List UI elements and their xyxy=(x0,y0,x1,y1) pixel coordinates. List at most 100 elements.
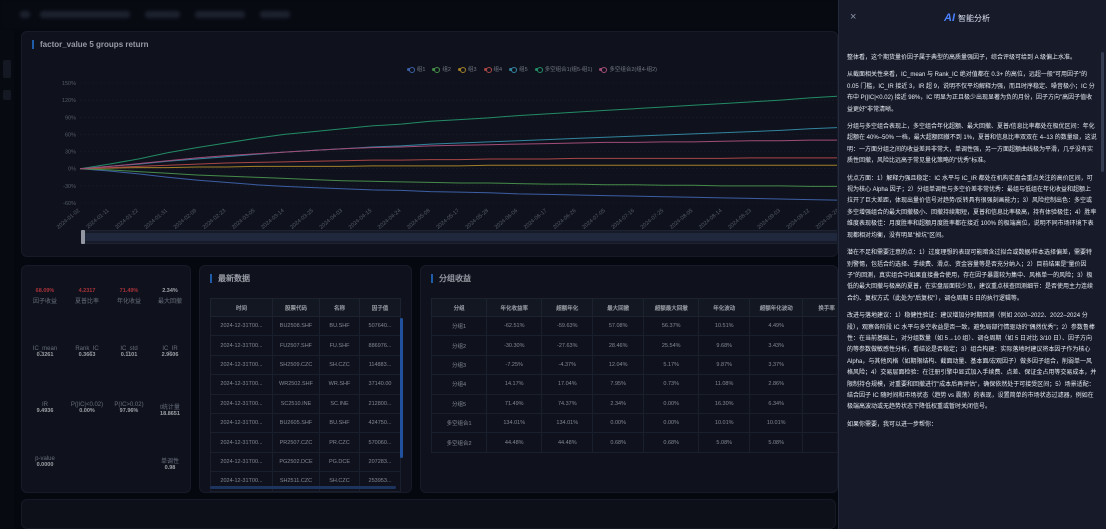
table-cell xyxy=(802,315,837,337)
column-header[interactable]: 年化收益率 xyxy=(486,298,543,317)
metric-value: 0.3261 xyxy=(36,352,54,358)
panel-title: AI 智能分析 xyxy=(944,12,990,24)
y-tick-label: 120% xyxy=(62,98,76,104)
analysis-paragraph: 如果你需要，我可以进一步帮你： xyxy=(847,421,938,428)
table-cell: 0.73% xyxy=(643,374,700,395)
x-tick-label: 2024-01-31 xyxy=(143,208,168,231)
metric-value: 0.3663 xyxy=(78,352,96,358)
table-cell: PR2507.CZC xyxy=(272,432,320,453)
column-header[interactable]: 名称 xyxy=(319,298,360,317)
zoom-slider-handle-left[interactable] xyxy=(81,230,85,244)
analysis-paragraph: 潜在不足和需要注意的点：1）过度理想的表现可能暗含过拟合或数据/样本选择偏差，需… xyxy=(847,250,1094,302)
table-row[interactable]: 2024-12-31T00... BU2605.SHF BU.SHF 424750..… xyxy=(210,412,401,434)
x-tick-label: 2024-06-26 xyxy=(552,208,577,231)
column-header[interactable]: 年化波动 xyxy=(698,298,751,317)
table-cell: 212800... xyxy=(359,393,401,414)
table-row[interactable]: 2024-12-31T00... FU2507.SHF FU.SHF 886976..… xyxy=(210,335,401,356)
latest-table-scrollbar[interactable] xyxy=(400,318,403,458)
series-line-4[interactable] xyxy=(79,157,838,170)
metric-item: IC_mean 0.3261 xyxy=(25,344,65,358)
table-cell: FU2507.SHF xyxy=(272,335,320,356)
table-cell: 12.04% xyxy=(592,354,645,376)
x-tick-label: 2024-06-06 xyxy=(494,208,519,231)
table-cell: 6.34% xyxy=(749,393,804,414)
legend-item-2[interactable]: 组2 xyxy=(432,65,451,73)
table-row[interactable]: 多空组合2 44.48% 44.48% 0.68% 0.68% 5.08% 5.08% xyxy=(430,432,837,453)
table-cell: 44.48% xyxy=(541,432,594,453)
column-header[interactable]: 换手率 xyxy=(802,298,837,317)
legend-item-7[interactable]: 多空组合2(组4-组2) xyxy=(599,65,657,73)
x-tick-label: 2024-03-25 xyxy=(289,208,314,231)
column-header[interactable]: 因子值 xyxy=(359,298,401,317)
table-row[interactable]: 分组4 14.17% 17.04% 7.95% 0.73% 11.08% 2.86% xyxy=(430,374,837,395)
series-line-6[interactable] xyxy=(79,95,838,170)
table-row[interactable]: 分组2 -30.30% -27.63% 28.46% 25.54% 9.68% 3.43% xyxy=(430,335,837,356)
table-cell: 71.49% xyxy=(486,393,543,414)
column-header[interactable]: 超额年化 xyxy=(541,298,594,317)
factor-return-chart-card: factor_value 5 groups return 组1 组2 组3 组4 组5 多… xyxy=(21,31,838,257)
panel-scrollbar[interactable] xyxy=(1101,52,1104,172)
metric-value: 68.09% xyxy=(35,288,55,294)
zoom-slider[interactable] xyxy=(81,230,837,244)
table-row[interactable]: 分组1 -62.51% -59.63% 57.08% 56.37% 10.51% 4.49% xyxy=(430,315,837,337)
x-tick-label: 2024-09-03 xyxy=(756,208,781,231)
column-header[interactable]: 超额年化波动 xyxy=(749,298,804,317)
analysis-content[interactable]: 整体看，这个期货量价因子属于典型的高质量强因子，综合评级可给到 A 级偏上水准。… xyxy=(847,53,1097,529)
table-cell: 507640... xyxy=(359,315,401,337)
column-header[interactable]: 分组 xyxy=(430,298,488,317)
legend-marker-icon xyxy=(483,66,492,73)
table-row[interactable]: 2024-12-31T00... BU2508.SHF BU.SHF 507640..… xyxy=(210,315,401,337)
table-row[interactable]: 2024-12-31T00... SC2510.INE SC.INE 212800..… xyxy=(210,393,401,414)
metric-value: 18.8651 xyxy=(160,411,180,417)
table-row[interactable]: 2024-12-31T00... PR2507.CZC PR.CZC 570060..… xyxy=(210,432,401,453)
table-cell: 7.95% xyxy=(592,374,645,395)
metric-item: P(|IC|<0.02) 0.00% xyxy=(67,400,107,414)
legend-label: 组4 xyxy=(493,67,503,73)
table-row[interactable]: 分组3 -7.25% -4.37% 12.04% 5.17% 9.87% 3.37% xyxy=(430,354,837,376)
table-row[interactable]: 2024-12-31T00... WR2502.SHF WR.SHF 37140.00 xyxy=(210,374,401,395)
close-icon[interactable]: × xyxy=(850,11,857,23)
table-row[interactable]: 多空组合1 134.01% 134.01% 0.00% 0.00% 10.01% 10.01… xyxy=(430,412,837,434)
column-header[interactable]: 超额最大回撤 xyxy=(643,298,700,317)
table-cell: 2024-12-31T00... xyxy=(210,412,273,434)
y-tick-label: 150% xyxy=(62,81,76,87)
legend-item-1[interactable]: 组1 xyxy=(406,65,425,73)
series-line-2[interactable] xyxy=(79,168,838,187)
table-cell: PR.CZC xyxy=(319,432,360,453)
table-cell: WR.SHF xyxy=(319,374,360,395)
latest-data-title: 最新数据 xyxy=(210,274,250,283)
legend-item-6[interactable]: 多空组合1(组5-组1) xyxy=(534,65,592,73)
table-cell: 多空组合2 xyxy=(430,432,488,453)
column-header[interactable]: 股票代码 xyxy=(272,298,320,317)
x-tick-label: 2024-07-05 xyxy=(581,208,606,231)
latest-table-hscroll[interactable] xyxy=(210,486,396,489)
legend-item-3[interactable]: 组3 xyxy=(457,65,477,73)
table-cell: 0.68% xyxy=(643,432,700,453)
table-cell: 424750... xyxy=(359,412,401,434)
column-header[interactable]: 最大回撤 xyxy=(592,298,645,317)
x-tick-label: 2024-05-17 xyxy=(435,208,460,231)
metric-value: 2.9606 xyxy=(161,352,179,358)
table-row[interactable]: 分组5 71.49% 74.37% 2.34% 0.00% 16.30% 6.34% xyxy=(430,393,837,414)
series-line-1[interactable] xyxy=(79,168,838,201)
x-tick-label: 2024-05-28 xyxy=(465,208,490,231)
table-cell: 10.01% xyxy=(698,412,751,434)
metric-item: P(IC>0.02) 97.96% xyxy=(109,400,149,414)
table-cell: 2.86% xyxy=(749,374,804,395)
chart-legend[interactable]: 组1 组2 组3 组4 组5 多空组合1(组5-组1) 多空组合2(组4-组2) xyxy=(406,65,657,73)
series-line-5[interactable] xyxy=(79,127,838,170)
series-line-7[interactable] xyxy=(79,139,838,170)
legend-marker-icon xyxy=(457,66,466,73)
zoom-slider-range[interactable] xyxy=(83,233,837,241)
metric-item: 4.2317 夏普比率 xyxy=(67,288,107,305)
x-tick-label: 2024-01-02 xyxy=(56,208,81,231)
y-tick-label: 0% xyxy=(68,167,76,173)
table-cell: 28.46% xyxy=(592,335,645,356)
legend-item-5[interactable]: 组5 xyxy=(509,65,528,73)
table-row[interactable]: 2024-12-31T00... PG2502.DCE PG.DCE 207283..… xyxy=(210,451,401,473)
column-header[interactable]: 时间 xyxy=(210,298,273,317)
table-cell: 9.87% xyxy=(698,354,751,376)
series-line-3[interactable] xyxy=(79,164,838,170)
table-row[interactable]: 2024-12-31T00... SH2509.CZC SH.CZC 114883..… xyxy=(210,354,401,376)
legend-item-4[interactable]: 组4 xyxy=(483,65,503,73)
